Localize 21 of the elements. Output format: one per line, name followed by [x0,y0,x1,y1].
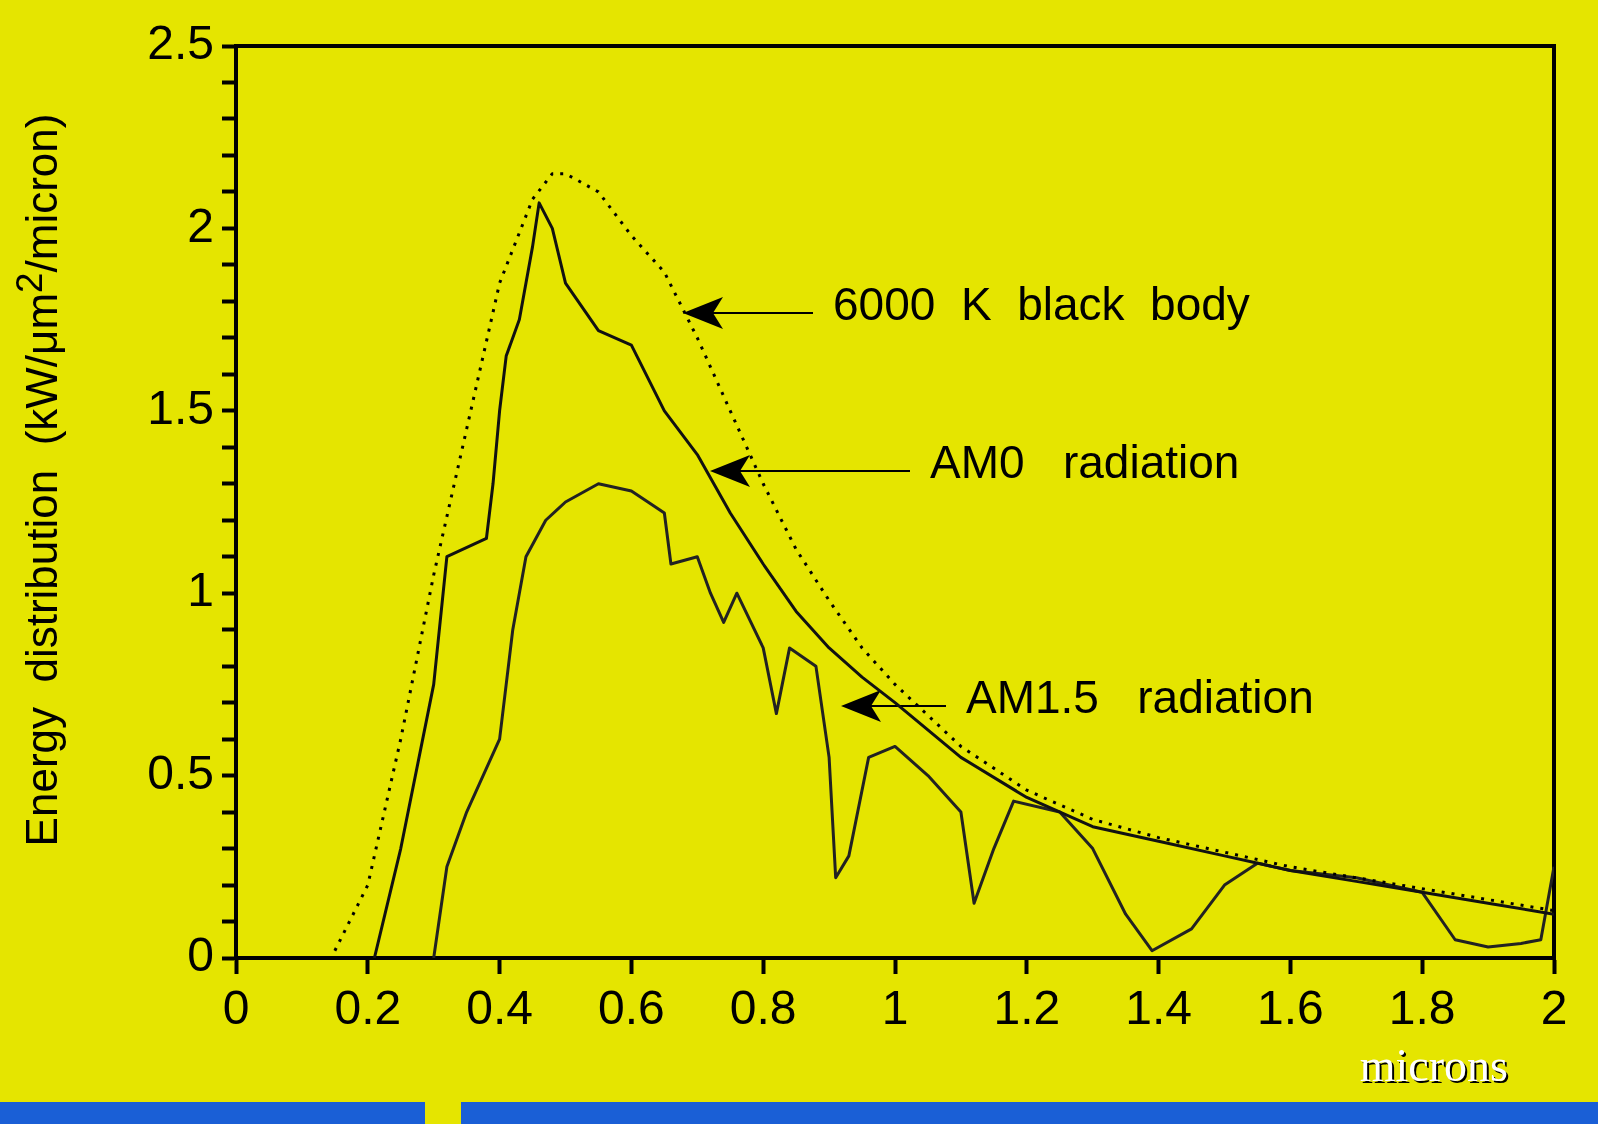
x-tick-label: 0.8 [729,981,797,1035]
y-tick-label: 1.5 [147,381,214,435]
x-tick-label: 1.8 [1388,981,1456,1035]
annotation: AM0 radiation [930,436,1240,488]
annotation: 6000 K black body [833,278,1250,330]
x-tick-label: 0.6 [598,981,665,1035]
x-tick-label: 1.6 [1257,981,1324,1035]
y-tick-label: 1 [187,563,214,617]
y-tick-label: 2 [187,198,214,252]
x-axis-title: microns [1359,1040,1508,1092]
x-tick-label: 1 [881,981,909,1035]
y-tick-label: 0.5 [147,745,214,799]
x-tick-label: 1.4 [1125,981,1192,1035]
x-tick-label: 2 [1540,981,1568,1035]
x-tick-label: 0.4 [466,981,533,1035]
x-tick-label: 0 [222,981,250,1035]
y-tick-label: 2.5 [147,16,214,70]
x-tick-label: 1.2 [993,981,1061,1035]
y-tick-label: 0 [187,928,214,982]
annotation: AM1.5 radiation [966,671,1314,723]
x-tick-label: 0.2 [334,981,402,1035]
